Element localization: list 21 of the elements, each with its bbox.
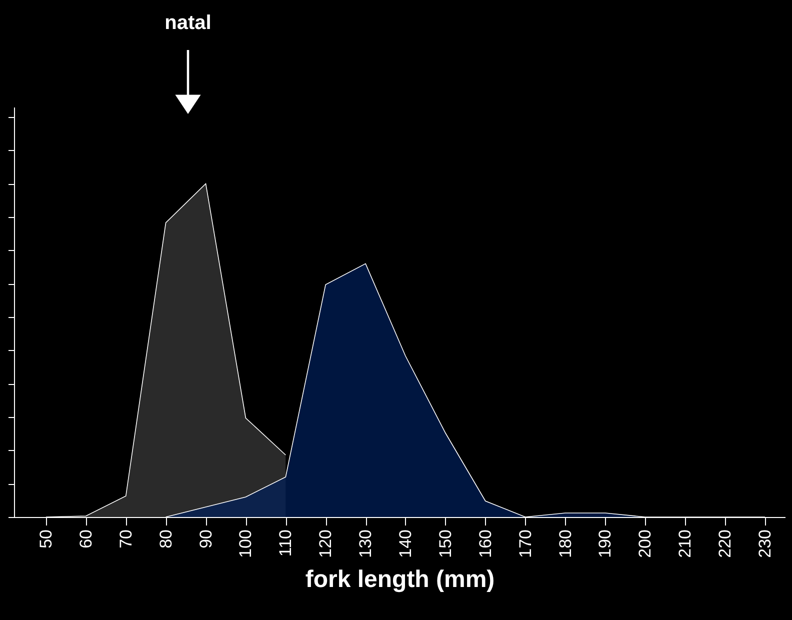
x-tick-label: 160 [476,530,495,558]
x-tick-label: 100 [236,530,256,558]
x-tick-label: 230 [756,530,775,558]
x-tick-label: 180 [556,530,575,558]
x-tick-label: 140 [396,530,415,558]
x-tick-label: 110 [276,530,296,557]
x-tick-label: 120 [316,530,336,558]
x-tick-label: 210 [676,530,695,558]
x-tick-label: 220 [716,530,735,558]
x-tick-label: 80 [156,530,176,548]
x-tick-label: 60 [76,530,96,548]
x-tick-label: 150 [436,530,455,558]
x-tick-label: 170 [516,530,535,558]
x-axis-title: fork length (mm) [305,566,495,593]
text: natal [164,12,212,34]
x-tick-label: 190 [596,530,615,558]
x-tick-label: 70 [116,530,136,548]
x-tick-label: 130 [356,530,376,558]
x-tick-label: 90 [196,530,216,548]
x-tick-label: 50 [36,530,56,548]
x-tick-label: 200 [636,530,655,558]
